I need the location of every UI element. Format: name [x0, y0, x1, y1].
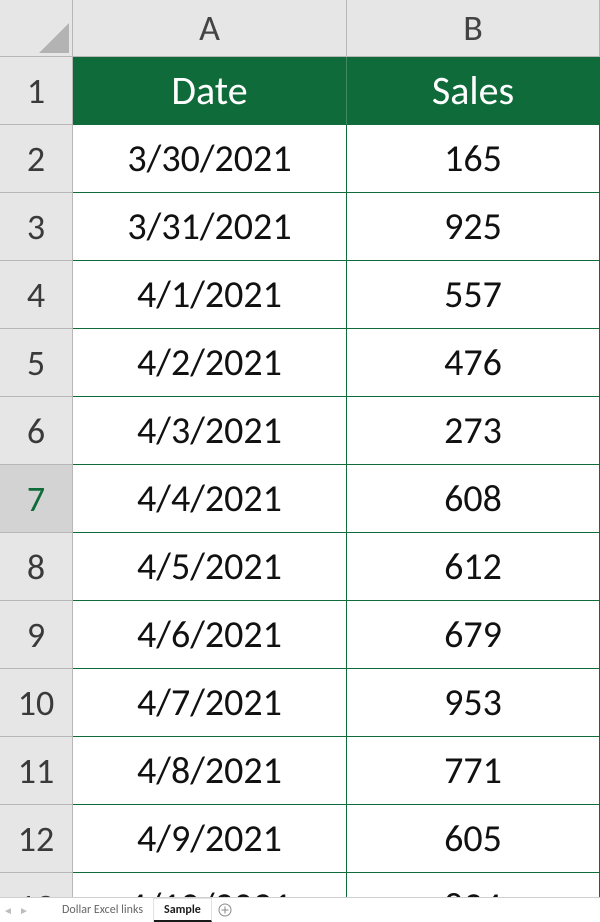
cell-a2[interactable]: 3/30/2021	[73, 125, 347, 193]
cell-a3[interactable]: 3/31/2021	[73, 193, 347, 261]
cell-b11[interactable]: 771	[347, 737, 600, 805]
row-header-5[interactable]: 5	[0, 329, 73, 397]
cell-b4[interactable]: 557	[347, 261, 600, 329]
column-header-b[interactable]: B	[347, 0, 600, 57]
row-header-8[interactable]: 8	[0, 533, 73, 601]
sheet-tab-dollar-excel-links[interactable]: Dollar Excel links	[52, 898, 154, 922]
cell-b13[interactable]: 834	[347, 873, 600, 897]
cell-b12[interactable]: 605	[347, 805, 600, 873]
tab-nav-next-icon[interactable]: ►	[16, 898, 32, 922]
select-all-triangle-icon	[39, 23, 69, 53]
row-header-4[interactable]: 4	[0, 261, 73, 329]
cell-b10[interactable]: 953	[347, 669, 600, 737]
cell-a10[interactable]: 4/7/2021	[73, 669, 347, 737]
cell-a9[interactable]: 4/6/2021	[73, 601, 347, 669]
add-sheet-button[interactable]	[212, 898, 238, 922]
cell-a11[interactable]: 4/8/2021	[73, 737, 347, 805]
row-header-6[interactable]: 6	[0, 397, 73, 465]
cell-b8[interactable]: 612	[347, 533, 600, 601]
cell-a4[interactable]: 4/1/2021	[73, 261, 347, 329]
cell-b2[interactable]: 165	[347, 125, 600, 193]
row-header-12[interactable]: 12	[0, 805, 73, 873]
cell-b3[interactable]: 925	[347, 193, 600, 261]
cell-a13[interactable]: 4/10/2021	[73, 873, 347, 897]
row-header-9[interactable]: 9	[0, 601, 73, 669]
column-header-a[interactable]: A	[73, 0, 347, 57]
table-header-date[interactable]: Date	[73, 57, 347, 125]
cell-a5[interactable]: 4/2/2021	[73, 329, 347, 397]
sheet-tab-bar: ◄ ► Dollar Excel links Sample	[0, 897, 600, 922]
plus-circle-icon	[218, 903, 232, 917]
cell-b6[interactable]: 273	[347, 397, 600, 465]
cell-b5[interactable]: 476	[347, 329, 600, 397]
worksheet-grid: A B 1 2 3 4 5 6 7 8 9 10 11 12 13 Date S…	[0, 0, 600, 897]
row-header-1[interactable]: 1	[0, 57, 73, 125]
sheet-tab-sample[interactable]: Sample	[154, 898, 212, 922]
cell-a12[interactable]: 4/9/2021	[73, 805, 347, 873]
tab-nav-prev-icon[interactable]: ◄	[0, 898, 16, 922]
row-header-3[interactable]: 3	[0, 193, 73, 261]
cell-a6[interactable]: 4/3/2021	[73, 397, 347, 465]
row-header-11[interactable]: 11	[0, 737, 73, 805]
cell-a7[interactable]: 4/4/2021	[73, 465, 347, 533]
cell-a8[interactable]: 4/5/2021	[73, 533, 347, 601]
cell-b9[interactable]: 679	[347, 601, 600, 669]
cell-b7[interactable]: 608	[347, 465, 600, 533]
row-header-7[interactable]: 7	[0, 465, 73, 533]
row-header-10[interactable]: 10	[0, 669, 73, 737]
table-header-sales[interactable]: Sales	[347, 57, 600, 125]
row-header-13[interactable]: 13	[0, 873, 73, 897]
row-header-2[interactable]: 2	[0, 125, 73, 193]
select-all-corner[interactable]	[0, 0, 73, 57]
